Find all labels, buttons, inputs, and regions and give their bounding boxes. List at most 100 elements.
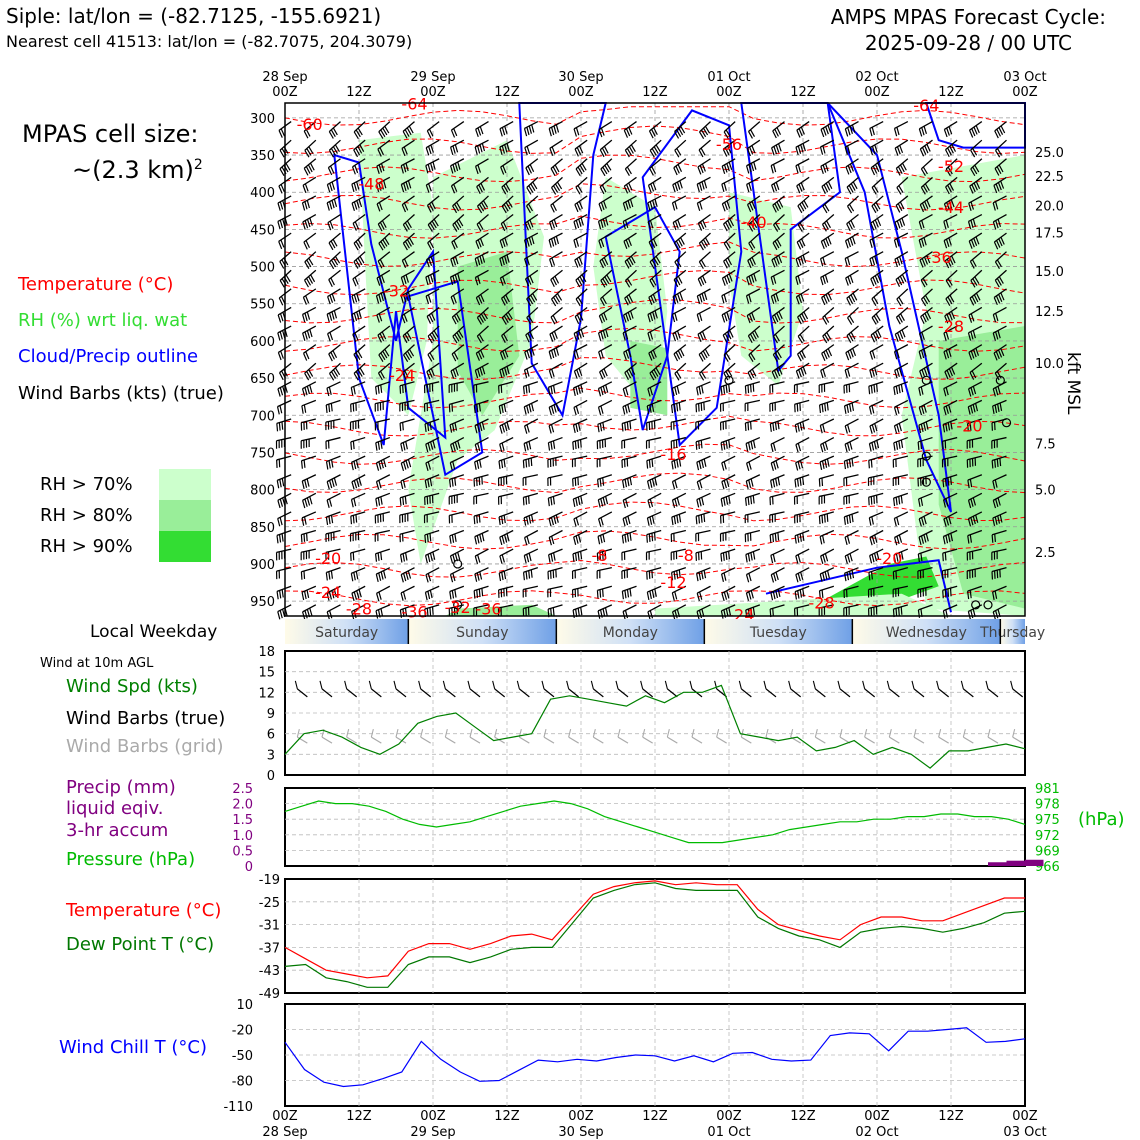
wind-barb xyxy=(548,548,563,563)
wind-barb xyxy=(696,288,711,304)
wind-barb xyxy=(423,511,440,524)
surface-wind-barb xyxy=(666,688,678,698)
wind-barb xyxy=(622,604,637,620)
wind-barb xyxy=(893,381,909,396)
wind-barb xyxy=(326,306,341,323)
wind-barb xyxy=(523,399,539,415)
wind-barb xyxy=(525,325,539,343)
wind-barb xyxy=(550,306,563,325)
wind-barb xyxy=(302,344,317,361)
wind-barb xyxy=(894,362,909,379)
wind-barb xyxy=(302,604,317,620)
wind-barb xyxy=(573,213,588,230)
wind-barb xyxy=(846,288,859,306)
wind-barb xyxy=(426,306,440,324)
wind-barb xyxy=(723,362,736,381)
grid-wind-barb xyxy=(666,728,670,738)
wind-barb xyxy=(819,529,835,545)
wind-barb xyxy=(723,251,736,269)
wind-barb xyxy=(671,492,687,509)
wind-barb xyxy=(769,492,785,506)
wind-barb xyxy=(818,399,835,414)
wind-barb xyxy=(325,548,341,561)
wind-barb xyxy=(400,158,415,174)
grid-wind-barb xyxy=(814,728,818,738)
wind-barb xyxy=(474,548,489,564)
wind-barb xyxy=(991,548,1007,561)
top-time-label: 00Z xyxy=(716,85,742,100)
wind-barb xyxy=(893,399,909,416)
wind-barb xyxy=(304,362,317,381)
wind-barb xyxy=(970,269,983,288)
wind-barb xyxy=(773,214,785,232)
top-date-label: 01 Oct xyxy=(707,70,750,85)
wind-barb xyxy=(772,325,785,344)
wind-barb xyxy=(723,214,736,232)
weekday-label: Thursday xyxy=(979,625,1045,641)
wind-barb xyxy=(967,492,983,509)
grid-wind-barb xyxy=(445,736,456,744)
wind-barb xyxy=(918,399,933,416)
wind-barb xyxy=(547,474,563,487)
wind-barb xyxy=(967,399,983,415)
rh-region xyxy=(938,326,1025,609)
wind-barb xyxy=(646,529,662,543)
grid-wind-barb xyxy=(963,736,974,744)
wind-barb xyxy=(549,325,563,342)
temp-tick-label: -37 xyxy=(259,941,280,956)
wind-barb xyxy=(574,306,588,324)
wind-barb xyxy=(622,195,637,211)
wind-barb xyxy=(400,269,415,286)
wind-barb xyxy=(301,195,317,211)
wind-barb xyxy=(548,362,563,379)
grid-wind-barb xyxy=(444,728,448,738)
surface-wind-barb xyxy=(738,680,742,690)
grid-wind-barb xyxy=(395,736,407,744)
wind-barb xyxy=(499,436,514,453)
wind-barb xyxy=(451,232,465,250)
wind-barb xyxy=(402,344,415,362)
wind-barb xyxy=(671,381,687,397)
wind-barb xyxy=(696,585,711,602)
wind-barb xyxy=(522,567,539,581)
wind-barb xyxy=(945,269,958,288)
wind-barb xyxy=(400,455,415,472)
wind-barb xyxy=(895,158,909,176)
kft-tick-label: 25.0 xyxy=(1035,146,1064,161)
wind-barb xyxy=(498,455,514,470)
wind-barb xyxy=(402,121,415,139)
wind-barb xyxy=(968,306,983,323)
precip-tick-label: 1.0 xyxy=(232,829,253,844)
grid-wind-barb xyxy=(1012,736,1023,744)
wind-barb xyxy=(329,251,341,270)
wind-barb xyxy=(548,418,563,434)
wind-barb xyxy=(353,251,366,269)
surface-wind-barb xyxy=(864,688,876,698)
wind-barb xyxy=(843,567,859,582)
wind-barb xyxy=(450,158,465,174)
surface-wind-barb xyxy=(617,688,629,698)
wind-barb xyxy=(846,195,859,214)
wind-barb xyxy=(326,492,341,508)
wind-barb xyxy=(698,139,711,158)
wind-barb xyxy=(893,548,909,563)
wind-barb xyxy=(695,399,711,413)
wind-barb xyxy=(770,474,785,489)
wind-barb xyxy=(942,436,958,450)
wind-barb xyxy=(721,158,736,175)
wind-barb xyxy=(819,567,835,582)
grid-wind-barb xyxy=(420,728,424,738)
wind-barb xyxy=(325,436,341,450)
wind-barb xyxy=(597,381,613,397)
wind-barb xyxy=(771,176,785,193)
wind-barb xyxy=(920,269,933,288)
rh-region xyxy=(630,340,668,416)
wind-barb xyxy=(967,325,983,341)
wind-barb xyxy=(917,585,933,598)
wind-barb xyxy=(818,585,835,599)
pressure-tick-label: 750 xyxy=(250,446,275,461)
nearest-cell-line: Nearest cell 41513: lat/lon = (-82.7075,… xyxy=(6,32,413,51)
wind-barb xyxy=(424,529,440,543)
hpa-label: (hPa) xyxy=(1078,809,1125,830)
wind-barb xyxy=(377,139,391,157)
